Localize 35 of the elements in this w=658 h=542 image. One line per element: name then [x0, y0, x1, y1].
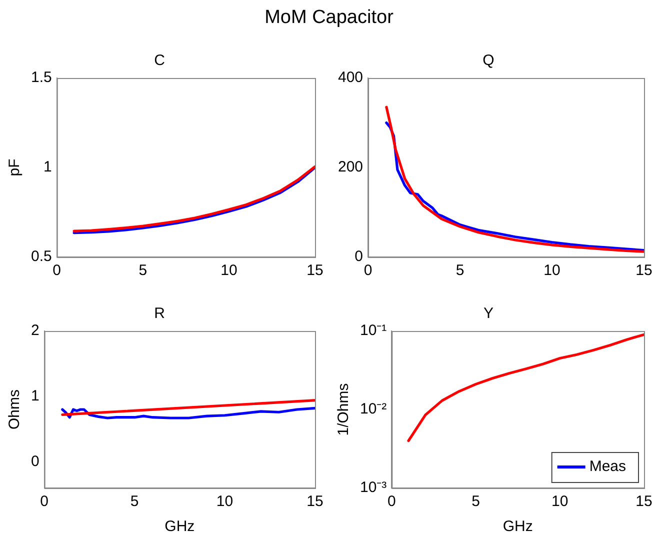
y-axis-title: Ohms [6, 389, 24, 430]
y-tick-label: 0.5 [30, 248, 52, 266]
x-tick-label: 5 [472, 493, 480, 510]
x-tick-label: 15 [306, 493, 324, 510]
x-tick-label: 15 [636, 493, 652, 510]
x-axis-title: GHz [164, 518, 195, 536]
x-tick-label: 15 [306, 262, 324, 280]
y-tick-label: 1 [31, 388, 40, 405]
x-tick-label: 5 [456, 262, 464, 280]
chart-title: C [154, 52, 166, 70]
y-tick-label: 200 [338, 158, 364, 176]
y-tick-label: 400 [338, 69, 364, 86]
x-tick-label: 10 [544, 262, 560, 280]
x-tick-label: 5 [130, 493, 139, 510]
x-tick-label: 10 [216, 493, 234, 510]
y-tick-label: 0 [354, 248, 364, 266]
y-tick-label: 10⁻² [360, 400, 387, 418]
chart-title: Q [482, 52, 494, 70]
x-tick-label: 15 [636, 262, 652, 280]
x-axis-title: GHz [502, 518, 533, 536]
chart-title: Y [483, 305, 494, 322]
y-tick-label: 10⁻¹ [360, 322, 387, 340]
y-tick-label: 0 [31, 452, 40, 470]
legend-label: Meas [589, 458, 626, 476]
y-tick-label: 1.5 [30, 69, 52, 86]
y-tick-label: 1 [44, 158, 52, 176]
y-axis-title: pF [6, 158, 24, 176]
chart-title: R [154, 305, 166, 322]
x-tick-label: 10 [220, 262, 238, 280]
y-tick-label: 10⁻³ [360, 479, 387, 496]
x-tick-label: 10 [552, 493, 568, 510]
y-axis-title: 1/Ohms [335, 383, 352, 436]
y-tick-label: 2 [31, 322, 40, 340]
x-tick-label: 5 [138, 262, 148, 280]
text: MoM Capacitor [264, 6, 394, 30]
